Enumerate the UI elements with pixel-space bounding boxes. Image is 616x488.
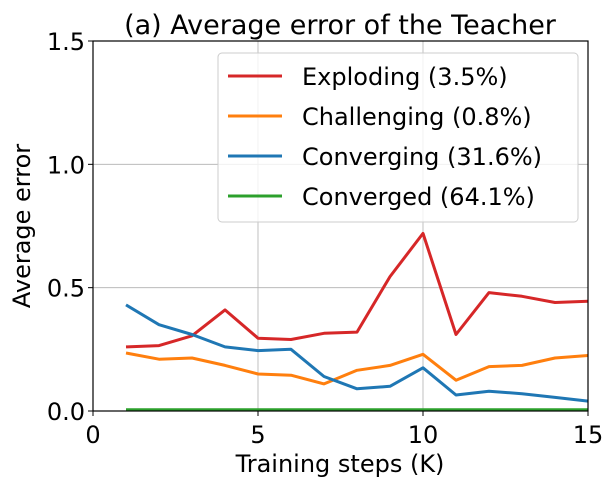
plot-frame xyxy=(92,40,589,412)
legend-label: Challenging (0.8%) xyxy=(302,103,532,131)
series-lines xyxy=(125,231,589,412)
x-axis-label: Training steps (K) xyxy=(235,450,445,478)
series-line-1 xyxy=(125,351,589,386)
x-tick-label: 10 xyxy=(408,421,439,449)
chart-title: (a) Average error of the Teacher xyxy=(124,10,557,41)
y-tick-label: 0.5 xyxy=(47,275,85,303)
series-line-2 xyxy=(125,303,589,403)
axis-ticks: 0 5 10 15 0.0 0.5 1.0 1.5 xyxy=(47,28,603,449)
legend-label: Converged (64.1%) xyxy=(302,183,535,211)
x-tick-label: 15 xyxy=(573,421,604,449)
x-tick-label: 5 xyxy=(250,421,265,449)
legend-label: Exploding (3.5%) xyxy=(302,63,508,91)
legend-box xyxy=(217,52,579,223)
y-axis-label: Average error xyxy=(8,144,36,308)
y-tick-label: 0.0 xyxy=(47,398,85,426)
y-tick-label: 1.5 xyxy=(47,28,85,56)
series-line-0 xyxy=(125,231,589,349)
legend-label: Converging (31.6%) xyxy=(302,143,542,171)
legend: Exploding (3.5%) Challenging (0.8%) Conver… xyxy=(217,52,579,223)
y-tick-label: 1.0 xyxy=(47,151,85,179)
x-tick-label: 0 xyxy=(85,421,100,449)
